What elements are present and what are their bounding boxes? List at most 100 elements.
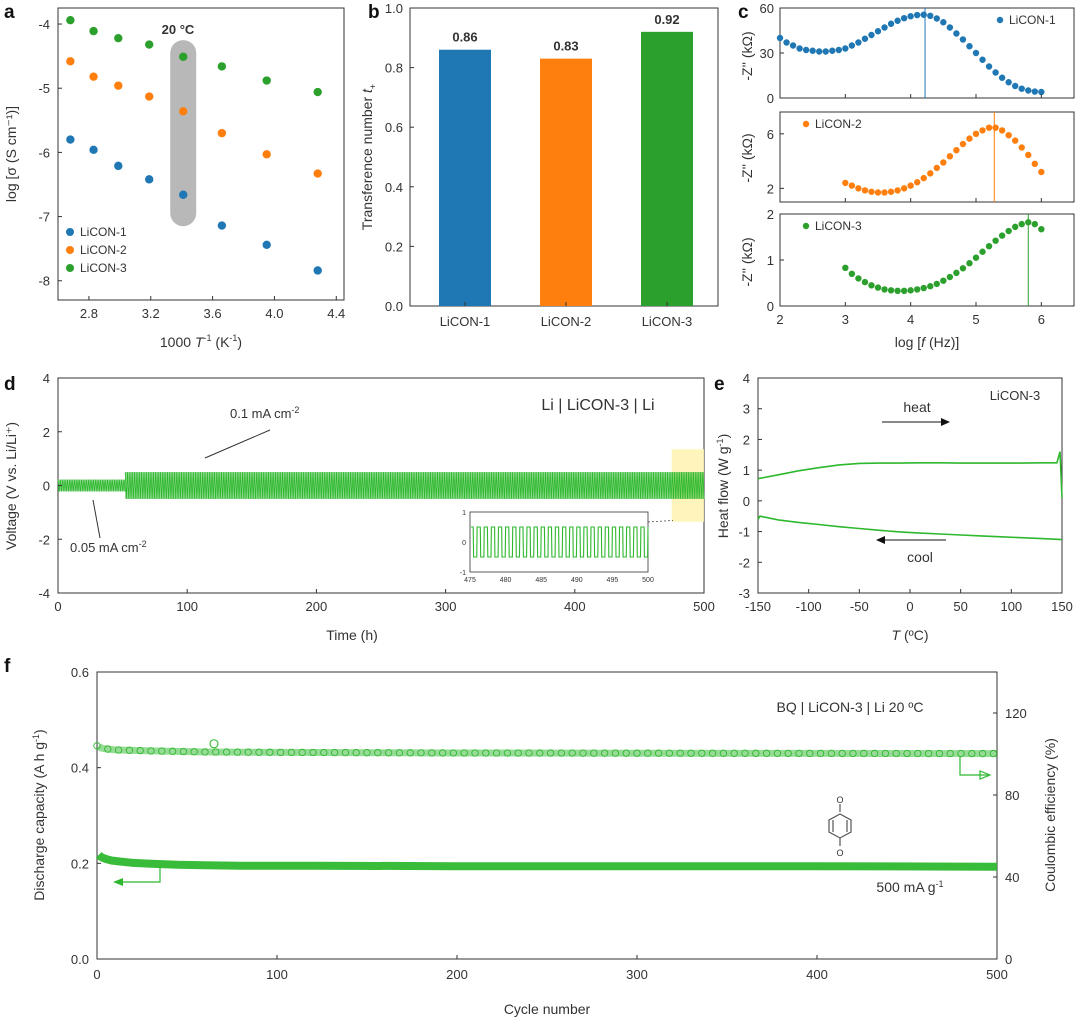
panel-a-point-licon-3 bbox=[313, 87, 322, 97]
panel-a-xtick-label: 4.0 bbox=[265, 306, 283, 321]
panel-c-point-licon-1 bbox=[1038, 88, 1045, 96]
panel-f-efficiency-marker bbox=[816, 749, 825, 758]
panel-e-xlabel: T (ºC) bbox=[892, 627, 929, 643]
panel-b-xtick-label: LiCON-2 bbox=[541, 314, 592, 329]
panel-e-ylabel: Heat flow (W g-1) bbox=[715, 434, 731, 539]
panel-d-ylabel: Voltage (V vs. Li/Li⁺) bbox=[3, 422, 19, 550]
panel-a-point-licon-1 bbox=[313, 266, 322, 275]
panel-f-efficiency-marker bbox=[860, 749, 868, 758]
panel-f-efficiency-marker bbox=[644, 749, 652, 757]
panel-f-efficiency-marker bbox=[968, 749, 976, 758]
panel-d-ytick-label: -4 bbox=[38, 586, 50, 601]
panel-f-efficiency-marker bbox=[600, 749, 609, 757]
panel-f-efficiency-marker bbox=[190, 748, 198, 756]
panel-c-point-licon-1 bbox=[998, 74, 1006, 81]
panel-d-inset-connector bbox=[647, 520, 674, 523]
panel-f-efficiency-marker bbox=[536, 749, 544, 757]
panel-f-efficiency-marker bbox=[298, 748, 306, 757]
panel-c-point-licon-2 bbox=[1018, 144, 1025, 151]
panel-d-current-low: 0.05 mA cm-2 bbox=[70, 539, 147, 555]
panel-f-efficiency-marker bbox=[330, 748, 339, 757]
panel-f-efficiency-marker bbox=[978, 749, 987, 758]
panel-e-title: LiCON-3 bbox=[990, 388, 1041, 403]
panel-f-efficiency-marker bbox=[449, 749, 458, 757]
panel-d-inset-ytick-label: -1 bbox=[460, 570, 466, 577]
panel-f-ylabel-left: Discharge capacity (A h g-1) bbox=[31, 729, 47, 900]
panel-a-ytick-label: -5 bbox=[38, 81, 50, 96]
panel-f-efficiency-marker bbox=[384, 749, 393, 757]
panel-f-xtick-label: 300 bbox=[626, 967, 648, 982]
panel-c-point-licon-2 bbox=[900, 185, 908, 192]
panel-a-ytick-label: -8 bbox=[38, 274, 50, 289]
panel-f-ytick-left-label: 0.2 bbox=[71, 856, 89, 871]
panel-c3-ylabel: -Z'' (kΩ) bbox=[739, 237, 755, 286]
panel-d-ytick-label: -2 bbox=[38, 532, 50, 547]
panel-f-efficiency-marker bbox=[222, 748, 231, 756]
panel-a-point-licon-2 bbox=[179, 107, 188, 116]
panel-a-xtick-label: 2.8 bbox=[80, 306, 98, 321]
panel-c-point-licon-2 bbox=[1031, 160, 1039, 168]
panel-a-highlight-band bbox=[170, 40, 197, 227]
panel-f-ytick-right-label: 80 bbox=[1005, 788, 1019, 803]
panel-f-efficiency-marker bbox=[568, 749, 576, 757]
panel-f-efficiency-marker bbox=[806, 749, 814, 758]
panel-e-heat-arrowhead bbox=[941, 418, 950, 426]
panel-c-point-licon-1 bbox=[985, 63, 993, 70]
panel-f-efficiency-marker bbox=[946, 749, 954, 758]
panel-d-xtick-label: 200 bbox=[306, 599, 328, 614]
panel-f-efficiency-marker bbox=[136, 746, 144, 755]
panel-f-title: BQ | LiCON-3 | Li 20 ºC bbox=[777, 699, 924, 715]
panel-e-cool-arrowhead bbox=[876, 536, 885, 544]
panel-e-curve-heat bbox=[757, 451, 1063, 498]
panel-label-c: c bbox=[738, 2, 749, 23]
panel-c-ytick-label: 2 bbox=[767, 181, 774, 196]
panel-f-efficiency-marker bbox=[730, 749, 738, 757]
panel-f-efficiency-marker bbox=[363, 749, 371, 757]
panel-c-point-licon-1 bbox=[953, 30, 960, 37]
panel-f-efficiency-marker bbox=[698, 749, 706, 757]
panel-c-point-licon-2 bbox=[868, 188, 875, 195]
panel-f-efficiency-marker bbox=[147, 747, 155, 755]
panel-label-f: f bbox=[4, 656, 11, 677]
panel-d-xtick-label: 0 bbox=[54, 599, 61, 614]
panel-f-efficiency-marker bbox=[881, 749, 890, 758]
panel-c-point-licon-1 bbox=[933, 15, 940, 22]
panel-f-efficiency-marker bbox=[849, 749, 857, 758]
panel-c-point-licon-1 bbox=[1012, 82, 1019, 90]
panel-c-point-licon-1 bbox=[1031, 88, 1039, 95]
panel-e-ytick-label: -1 bbox=[738, 525, 750, 540]
panel-f-efficiency-marker bbox=[665, 749, 674, 757]
panel-c-point-licon-1 bbox=[861, 35, 869, 42]
panel-c-point-licon-2 bbox=[920, 174, 927, 182]
panel-b-xtick-label: LiCON-1 bbox=[440, 314, 491, 329]
panel-d-current-high: 0.1 mA cm-2 bbox=[230, 405, 299, 421]
panel-a-point-licon-3 bbox=[66, 15, 75, 25]
panel-c-point-licon-3 bbox=[1031, 220, 1039, 228]
panel-c-point-licon-3 bbox=[953, 269, 960, 277]
panel-d-inset-xtick-label: 485 bbox=[535, 577, 547, 584]
panel-label-a: a bbox=[4, 2, 15, 23]
panel-c-ytick-label: 6 bbox=[767, 127, 774, 142]
panel-d-xtick-label: 300 bbox=[435, 599, 457, 614]
panel-f-efficiency-marker bbox=[352, 748, 360, 757]
panel-c-point-licon-2 bbox=[894, 187, 901, 194]
panel-c-point-licon-3 bbox=[966, 260, 973, 267]
panel-f-efficiency-marker bbox=[622, 749, 630, 757]
panel-f-ytick-right-label: 120 bbox=[1005, 706, 1027, 721]
panel-c-point-licon-2 bbox=[881, 189, 888, 196]
panel-c-xtick-label: 5 bbox=[972, 312, 979, 327]
panel-c-point-licon-1 bbox=[966, 43, 973, 50]
panel-c-point-licon-1 bbox=[914, 11, 921, 19]
panel-c-point-licon-1 bbox=[796, 45, 803, 52]
panel-f-efficiency-marker bbox=[719, 749, 728, 757]
panel-e-ytick-label: 3 bbox=[743, 402, 750, 417]
panel-f-efficiency-marker bbox=[654, 749, 663, 757]
panel-label-d: d bbox=[4, 374, 16, 395]
panel-c-ytick-label: 0 bbox=[767, 91, 774, 106]
panel-c-point-licon-3 bbox=[972, 254, 980, 261]
panel-c-point-licon-1 bbox=[887, 20, 895, 27]
panel-f-efficiency-marker bbox=[125, 746, 134, 754]
panel-a-point-licon-1 bbox=[89, 145, 98, 155]
panel-c-point-licon-1 bbox=[829, 47, 836, 54]
panel-c-legend-marker bbox=[802, 120, 810, 128]
